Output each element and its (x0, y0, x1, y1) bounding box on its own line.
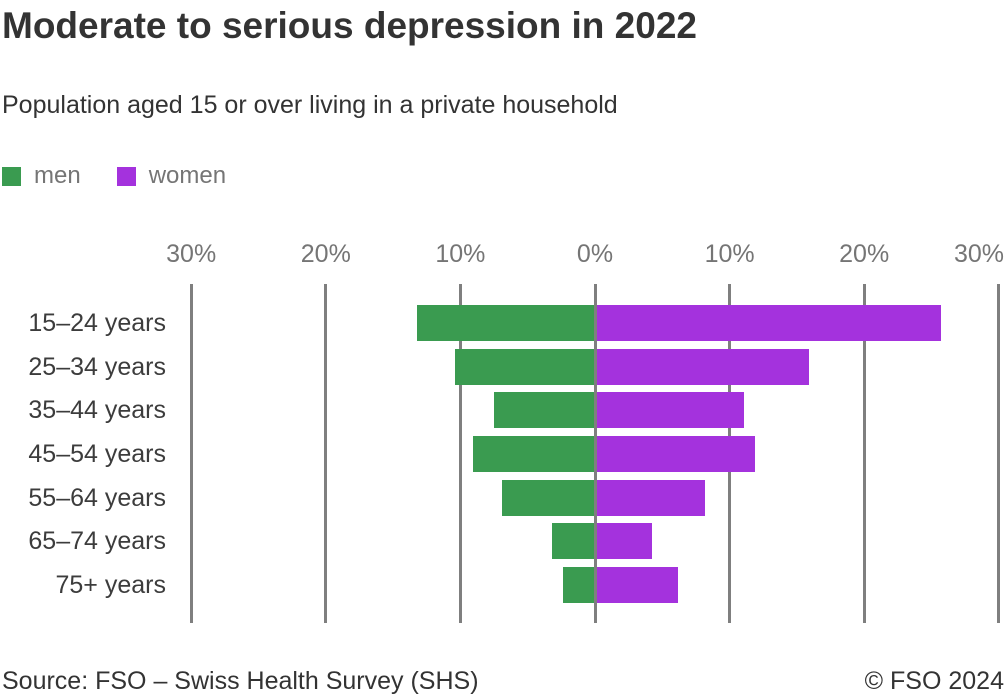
legend-label: men (34, 162, 81, 189)
x-tick-label: 10% (704, 240, 755, 268)
gridline (997, 284, 1001, 623)
bar-women-25–34-years (595, 348, 809, 385)
page-subtitle: Population aged 15 or over living in a p… (2, 91, 618, 119)
x-tick-label: 10% (435, 240, 486, 268)
age-group-label: 45–54 years (28, 440, 166, 468)
bar-women-55–64-years (595, 479, 706, 516)
age-group-label: 55–64 years (28, 483, 166, 512)
bar-men-25–34-years (455, 348, 595, 385)
legend-swatch-men (2, 166, 21, 186)
bar-men-65–74-years (551, 523, 595, 560)
zero-axis-line (593, 284, 597, 623)
legend-swatch-women (116, 166, 136, 186)
x-tick-label: 30% (953, 240, 1004, 268)
x-tick-label: 0% (576, 240, 614, 268)
age-group-label: 15–24 years (28, 309, 166, 337)
age-group-label: 75+ years (55, 571, 167, 600)
x-tick-label: 30% (166, 240, 217, 268)
bar-men-45–54-years (472, 436, 595, 472)
gridline (458, 284, 462, 623)
age-group-label: 35–44 years (28, 396, 166, 425)
bar-men-15–24-years (417, 305, 595, 341)
bar-men-35–44-years (494, 392, 595, 429)
source-note: Source: FSO – Swiss Health Survey (SHS) (2, 667, 479, 695)
bar-women-45–54-years (595, 436, 756, 472)
bar-men-55–64-years (502, 479, 595, 516)
age-group-label: 25–34 years (28, 352, 166, 381)
legend-item-men: men (2, 164, 81, 188)
x-tick-label: 20% (839, 240, 890, 268)
legend: men women (2, 164, 226, 188)
gridline (189, 284, 193, 623)
legend-label: women (148, 162, 227, 189)
gridline (862, 284, 866, 623)
bar-women-75+-years (595, 567, 679, 604)
bar-women-35–44-years (595, 392, 745, 429)
gridline (324, 284, 328, 623)
copyright-note: © FSO 2024 (864, 667, 1004, 695)
bar-men-75+-years (562, 567, 595, 604)
bar-women-65–74-years (595, 523, 652, 560)
x-tick-label: 20% (300, 240, 351, 268)
legend-item-women: women (116, 162, 227, 189)
age-group-label: 65–74 years (28, 527, 166, 556)
bar-women-15–24-years (595, 305, 941, 341)
page-title: Moderate to serious depression in 2022 (2, 5, 697, 46)
